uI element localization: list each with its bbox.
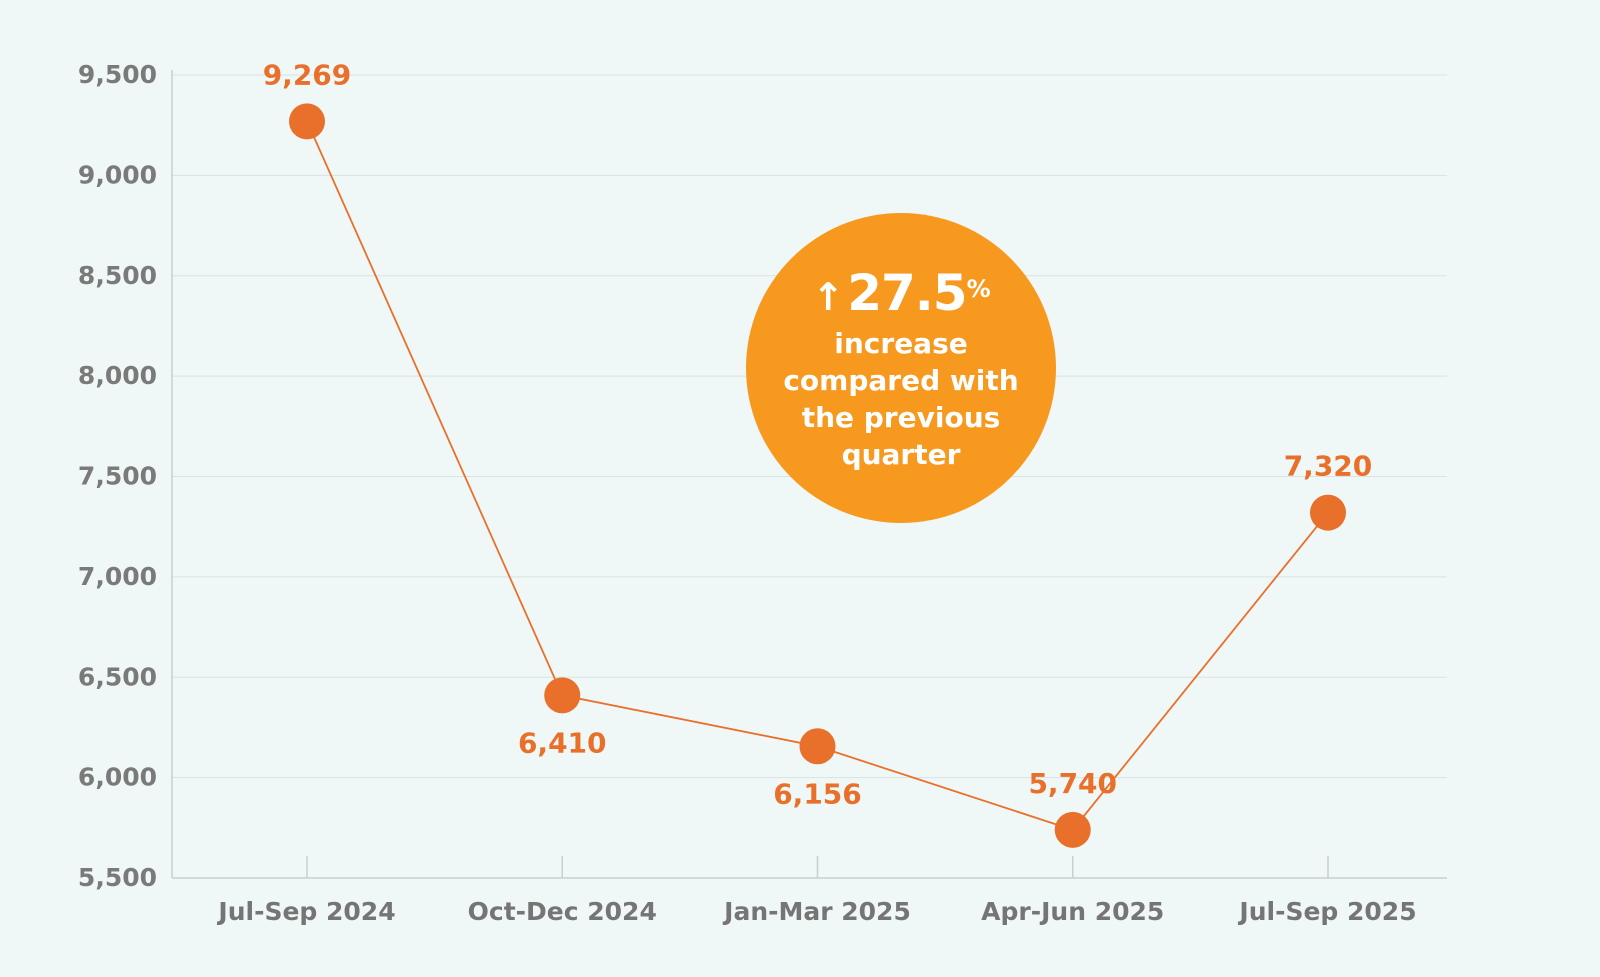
x-tick-label: Jul-Sep 2024 — [216, 897, 395, 926]
badge-value: ↑27.5% — [746, 265, 1056, 325]
data-label: 6,410 — [518, 726, 607, 759]
badge-unit: % — [966, 275, 991, 303]
data-label: 5,740 — [1028, 767, 1117, 800]
data-point — [544, 677, 581, 714]
change-badge: ↑27.5% increase compared with the previo… — [746, 213, 1056, 523]
y-tick-label: 8,000 — [78, 361, 157, 390]
x-tick-label: Jan-Mar 2025 — [722, 897, 911, 926]
y-tick-label: 6,500 — [78, 662, 157, 691]
data-label: 6,156 — [773, 777, 862, 810]
badge-text: increase compared with the previous quar… — [783, 327, 1019, 471]
badge-percent: 27.5 — [847, 264, 967, 322]
data-label: 9,269 — [263, 58, 352, 91]
y-tick-label: 7,500 — [78, 462, 157, 491]
data-point — [1054, 811, 1091, 848]
y-tick-label: 9,000 — [78, 160, 157, 189]
y-tick-label: 8,500 — [78, 261, 157, 290]
x-tick-label: Jul-Sep 2025 — [1237, 897, 1416, 926]
data-point — [289, 103, 325, 140]
y-tick-label: 7,000 — [78, 562, 157, 591]
data-point — [799, 728, 836, 765]
y-tick-label: 6,000 — [78, 763, 157, 792]
arrow-up-icon: ↑ — [812, 275, 844, 319]
y-tick-label: 5,500 — [78, 863, 157, 892]
y-tick-label: 9,500 — [78, 60, 157, 89]
data-label: 7,320 — [1284, 450, 1373, 483]
x-tick-label: Oct-Dec 2024 — [468, 897, 657, 926]
x-tick-label: Apr-Jun 2025 — [981, 897, 1164, 926]
data-point — [1310, 494, 1346, 531]
